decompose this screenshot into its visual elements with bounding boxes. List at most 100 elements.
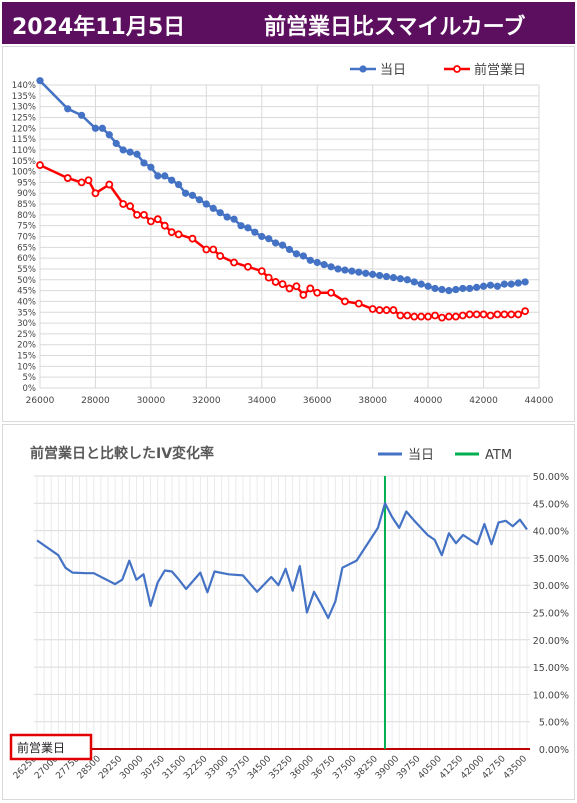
y-tick-label: 35% [17,308,36,318]
data-point [133,210,141,219]
data-point [77,178,86,187]
data-point [160,221,169,230]
y-tick-label: 140% [12,81,36,91]
data-point [168,176,176,184]
data-point [84,176,93,185]
y-tick-label: 0% [23,384,37,394]
x-tick-label: 43500 [502,754,530,782]
data-point [313,288,322,297]
data-point [445,312,453,321]
data-point [272,239,280,247]
data-point [375,306,384,314]
y-tick-label: 60% [17,254,36,264]
data-point [341,266,349,274]
data-point [500,280,508,288]
data-point [181,189,190,197]
data-point [188,234,197,243]
y-tick-label: 45.00% [533,499,569,510]
data-point [258,232,266,241]
data-point [230,215,238,223]
data-point [126,148,134,156]
data-point [521,278,529,286]
data-point [167,228,176,237]
smile-curve-chart: 0%5%10%15%20%25%30%35%40%45%50%55%60%65%… [12,62,554,406]
baseline-label-box [9,733,93,761]
data-point [271,278,280,286]
data-point [202,245,211,254]
y-tick-label: 65% [17,243,36,253]
data-point [493,282,502,290]
data-point [265,235,273,243]
iv-change-panel: 前営業日と比較したIV変化率 0.00% 5.00% 10.00% 15.00% 20.0… [2,424,575,800]
y-tick-label: 30.00% [533,581,569,592]
data-point [396,275,404,283]
data-point [154,172,162,180]
legend-label: ATM [485,448,512,463]
data-point [514,279,522,287]
data-point [251,228,259,236]
data-point [36,161,44,169]
data-point [202,200,210,208]
data-point [244,262,252,271]
data-point [292,250,301,258]
data-point [424,312,433,321]
data-point [403,311,412,320]
y-tick-label: 25% [17,330,36,340]
data-point [146,217,155,226]
data-point [188,191,197,199]
data-point [424,282,432,290]
y-tick-label: 45% [17,287,36,297]
y-tick-label: 120% [12,124,36,134]
legend-label: 当日 [380,63,406,78]
data-point [521,307,530,316]
y-tick-label: 135% [12,92,36,102]
x-tick-label: 36000 [303,396,332,406]
data-point [355,268,363,276]
y-tick-label: 10.00% [533,690,569,701]
y-tick-label: 15% [17,352,36,362]
y-tick-label: 5.00% [539,718,569,729]
data-point [479,282,488,290]
data-point [341,297,349,306]
data-point [230,258,238,267]
data-point [334,265,342,273]
data-point [195,196,204,204]
data-point [133,150,141,158]
data-point [299,252,307,260]
data-point [466,284,474,293]
data-point [375,271,384,280]
data-point [223,213,231,221]
data-point [306,284,315,293]
data-point [105,131,113,139]
data-point [119,146,127,154]
y-tick-label: 40.00% [533,527,569,538]
y-tick-label: 20.00% [533,636,569,647]
legend-marker [359,65,367,73]
y-tick-label: 75% [17,222,36,232]
data-point [105,180,114,189]
data-point [278,241,287,249]
data-point [112,139,120,148]
data-point [431,284,439,293]
y-tick-label: 105% [12,157,36,167]
data-point [175,180,183,189]
data-point [216,252,225,260]
data-point [417,312,426,321]
data-point [327,263,335,271]
data-point [459,284,467,293]
smile-curve-panel: 0% 5% 10% 15% 20% 25% 30% 35% 40% 45% 50% 55% 60% 65%… [2,46,575,422]
y-tick-label: 80% [17,211,36,221]
data-point [257,267,266,276]
baseline-label: 前営業日 [17,740,65,755]
data-point [161,172,169,180]
y-tick-label: 10% [17,362,36,372]
y-tick-label: 25.00% [533,609,569,620]
data-point [368,305,377,313]
data-point [486,311,495,320]
y-tick-label: 90% [17,189,36,199]
y-tick-label: 55% [17,265,36,275]
data-point [126,202,134,211]
data-point [369,270,377,278]
data-point [209,245,218,254]
data-point [216,209,224,217]
